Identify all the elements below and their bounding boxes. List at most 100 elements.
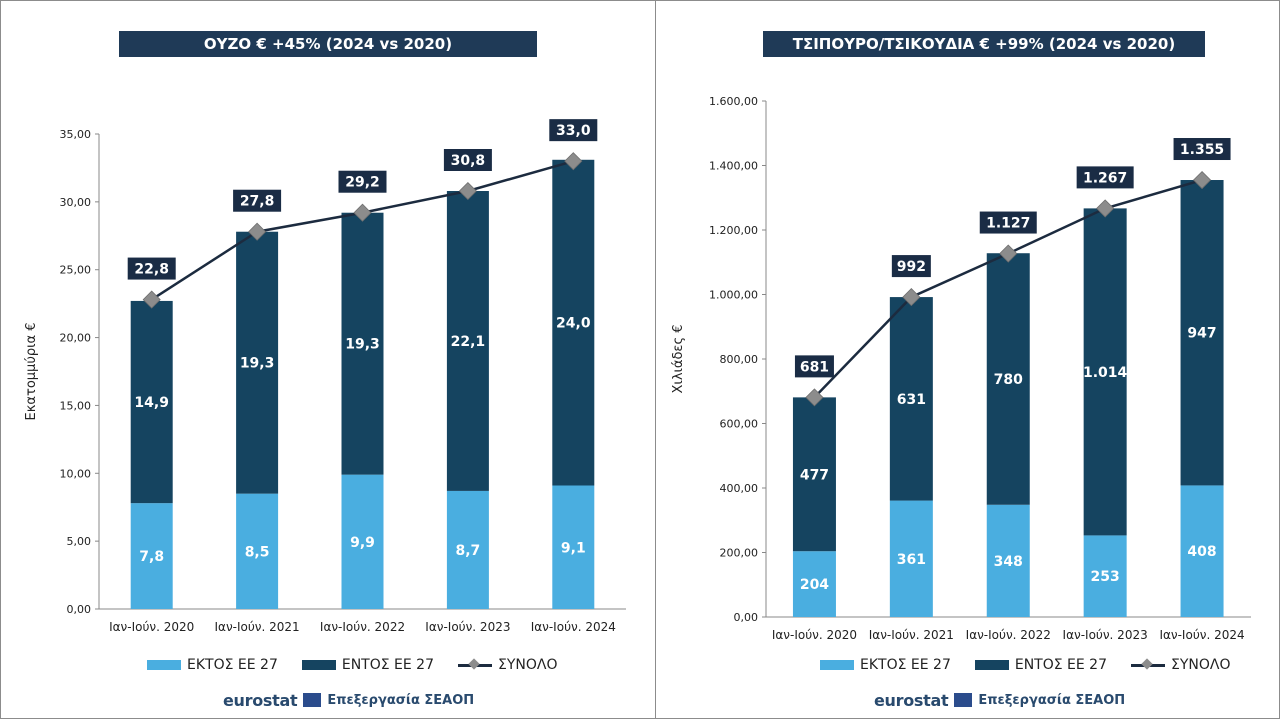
bar-inside-eu <box>236 231 279 494</box>
legend-line-total <box>1131 659 1166 671</box>
bar-inside-eu <box>1083 208 1127 536</box>
x-tick-label: Ιαν-Ιούν. 2023 <box>425 620 510 634</box>
legend-item-inside: ΕΝΤΟΣ ΕΕ 27 <box>974 657 1108 673</box>
data-label-total: 22,8 <box>134 262 169 278</box>
bar-inside-eu <box>889 297 933 501</box>
legend-swatch-inside <box>974 660 1009 670</box>
data-label-inside: 14,9 <box>134 395 169 411</box>
total-marker <box>353 203 372 222</box>
total-label-box <box>794 355 834 378</box>
legend-label-total: ΣΥΝΟΛΟ <box>498 657 558 673</box>
total-marker <box>248 222 267 241</box>
legend-swatch-outside <box>147 660 181 670</box>
data-label-outside: 8,7 <box>455 543 480 559</box>
eu-flag-icon <box>954 693 973 707</box>
chart-panel-tsipouro: ΤΣΙΠΟΥΡΟ/ΤΣΙΚΟΥΔΙΑ € +99% (2024 vs 2020)… <box>655 0 1280 719</box>
y-tick-label: 30,00 <box>60 196 92 209</box>
data-label-outside: 361 <box>897 552 926 568</box>
bar-inside-eu <box>341 212 384 475</box>
data-label-outside: 9,1 <box>561 540 586 556</box>
y-tick-label: 1.600,00 <box>709 95 758 108</box>
x-tick-label: Ιαν-Ιούν. 2022 <box>320 620 405 634</box>
x-tick-label: Ιαν-Ιούν. 2023 <box>1063 628 1148 642</box>
y-tick-label: 1.400,00 <box>709 160 758 173</box>
total-label-box <box>338 170 387 193</box>
data-label-total: 1.127 <box>986 216 1030 232</box>
total-marker <box>142 290 161 309</box>
total-marker <box>805 388 824 407</box>
data-label-total: 992 <box>897 259 926 275</box>
bar-inside-eu <box>130 300 173 504</box>
eu-flag-icon <box>303 693 322 707</box>
data-label-outside: 408 <box>1187 544 1216 560</box>
bar-outside-eu <box>1180 485 1224 617</box>
y-tick-label: 1.000,00 <box>709 289 758 302</box>
legend-label-total: ΣΥΝΟΛΟ <box>1171 657 1231 673</box>
x-tick-label: Ιαν-Ιούν. 2021 <box>869 628 954 642</box>
total-label-box <box>443 149 492 171</box>
y-tick-label: 0,00 <box>67 603 92 616</box>
x-tick-label: Ιαν-Ιούν. 2020 <box>772 628 857 642</box>
data-label-total: 1.267 <box>1083 170 1127 186</box>
chart-panel-ouzo: ΟΥΖΟ € +45% (2024 vs 2020) 0,00 5,00 10,00… <box>0 0 656 719</box>
x-tick-label: Ιαν-Ιούν. 2020 <box>109 620 194 634</box>
legend-label-outside: ΕΚΤΟΣ ΕΕ 27 <box>187 657 278 673</box>
total-label-box <box>1076 166 1134 189</box>
bar-inside-eu <box>552 159 595 486</box>
total-marker <box>1096 199 1115 218</box>
data-label-outside: 348 <box>994 554 1023 570</box>
data-label-inside: 947 <box>1187 326 1216 342</box>
bar-outside-eu <box>236 493 279 609</box>
total-marker <box>999 244 1018 263</box>
y-tick-label: 800,00 <box>720 353 759 366</box>
bar-outside-eu <box>1083 535 1127 617</box>
data-label-inside: 24,0 <box>556 316 591 332</box>
y-tick-label: 10,00 <box>60 467 92 480</box>
x-tick-label: Ιαν-Ιούν. 2024 <box>1159 628 1244 642</box>
source-credit: eurostat Επεξεργασία ΣΕΑΟΠ <box>223 688 474 712</box>
y-tick-label: 25,00 <box>60 264 92 277</box>
data-label-total: 27,8 <box>240 194 275 210</box>
data-label-outside: 204 <box>800 577 829 593</box>
total-label-box <box>233 189 282 212</box>
bar-inside-eu <box>792 397 836 552</box>
chart-title: ΤΣΙΠΟΥΡΟ/ΤΣΙΚΟΥΔΙΑ € +99% (2024 vs 2020) <box>763 31 1205 57</box>
data-label-total: 1.355 <box>1180 142 1224 158</box>
bar-outside-eu <box>446 490 489 609</box>
y-tick-label: 200,00 <box>720 547 759 560</box>
source-text: Επεξεργασία ΣΕΑΟΠ <box>978 692 1126 708</box>
data-label-total: 681 <box>800 359 829 375</box>
chart-legend: ΕΚΤΟΣ ΕΕ 27 ΕΝΤΟΣ ΕΕ 27 ΣΥΝΟΛΟ <box>820 657 1231 673</box>
bar-inside-eu <box>1180 180 1224 486</box>
legend-swatch-outside <box>820 660 854 670</box>
total-label-box <box>549 119 598 142</box>
data-label-inside: 477 <box>800 467 829 483</box>
bar-outside-eu <box>341 474 384 609</box>
bar-inside-eu <box>986 253 1030 505</box>
y-tick-label: 1.200,00 <box>709 224 758 237</box>
y-tick-label: 15,00 <box>60 399 92 412</box>
chart-title: ΟΥΖΟ € +45% (2024 vs 2020) <box>119 31 537 57</box>
y-tick-label: 20,00 <box>60 332 92 345</box>
total-label-box <box>127 257 176 280</box>
legend-label-inside: ΕΝΤΟΣ ΕΕ 27 <box>1014 657 1108 673</box>
total-marker <box>458 181 477 201</box>
source-credit: eurostat Επεξεργασία ΣΕΑΟΠ <box>874 688 1125 712</box>
y-axis-title: Χιλιάδες € <box>671 325 686 394</box>
legend-item-outside: ΕΚΤΟΣ ΕΕ 27 <box>147 657 278 673</box>
bar-outside-eu <box>889 500 933 617</box>
total-marker <box>1192 170 1212 190</box>
y-tick-label: 5,00 <box>67 535 92 548</box>
y-tick-label: 35,00 <box>60 128 92 141</box>
x-tick-label: Ιαν-Ιούν. 2021 <box>215 620 300 634</box>
legend-item-total: ΣΥΝΟΛΟ <box>1131 657 1231 673</box>
bar-inside-eu <box>446 191 489 491</box>
legend-swatch-inside <box>301 660 336 670</box>
y-tick-label: 400,00 <box>720 482 759 495</box>
data-label-outside: 8,5 <box>245 544 270 560</box>
x-tick-label: Ιαν-Ιούν. 2024 <box>531 620 616 634</box>
total-marker <box>902 288 921 307</box>
data-label-inside: 22,1 <box>451 334 486 350</box>
total-label-box <box>979 211 1037 234</box>
y-tick-label: 600,00 <box>720 418 759 431</box>
